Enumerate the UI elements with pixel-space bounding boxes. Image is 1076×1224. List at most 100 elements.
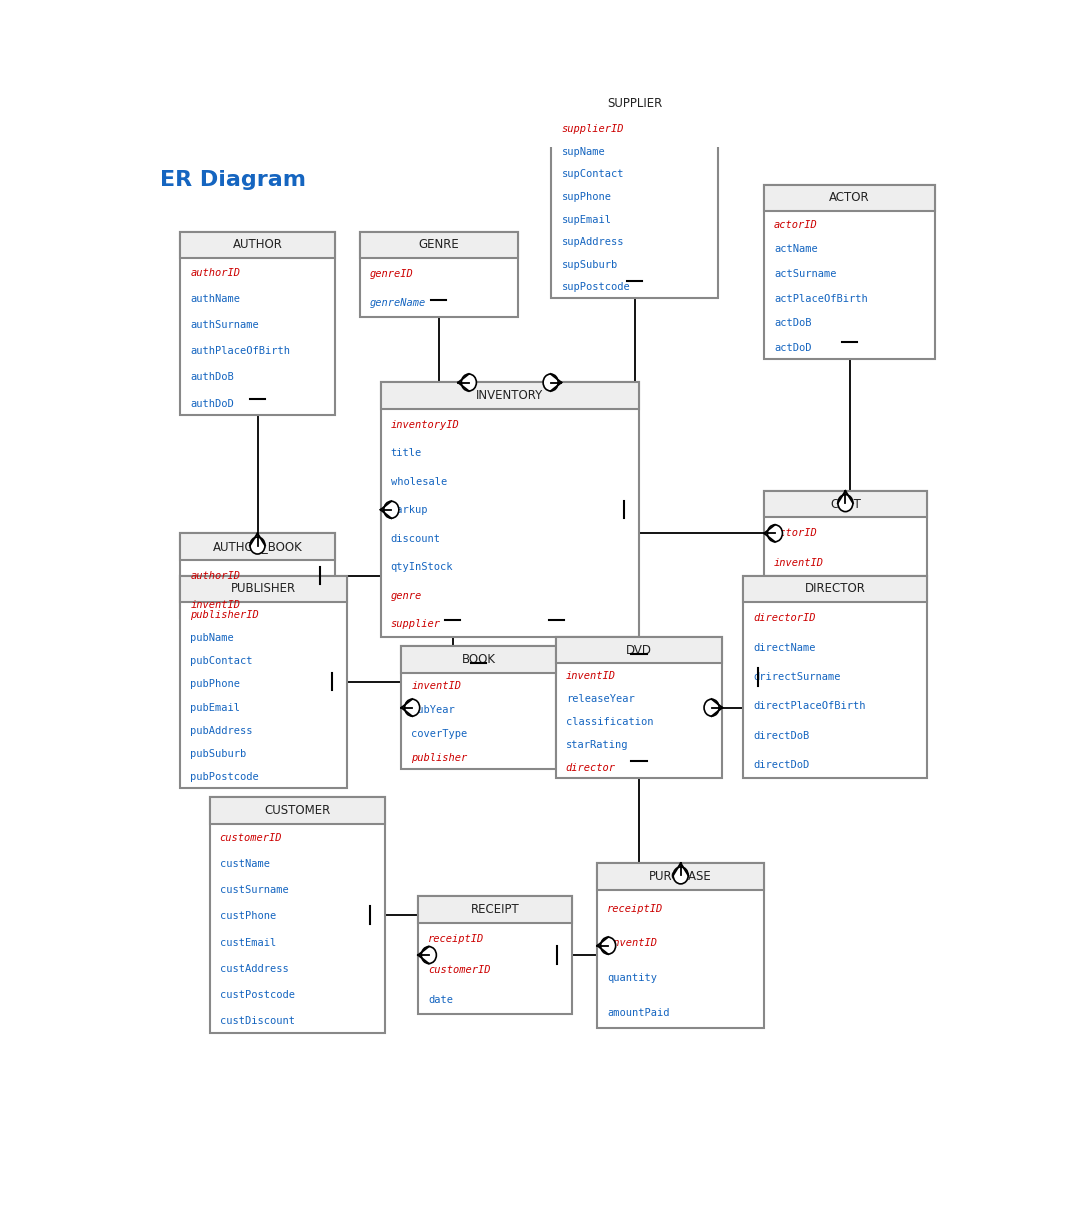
Text: authPlaceOfBirth: authPlaceOfBirth [190, 346, 291, 356]
Bar [555, 636, 722, 663]
Text: amountPaid: amountPaid [607, 1007, 670, 1017]
Text: pubPostcode: pubPostcode [190, 772, 259, 782]
Text: ER Diagram: ER Diagram [159, 170, 306, 191]
Text: PURCHASE: PURCHASE [649, 870, 712, 883]
Bar [181, 231, 335, 258]
Text: actSurname: actSurname [774, 269, 837, 279]
Circle shape [405, 699, 420, 716]
Circle shape [704, 699, 719, 716]
Bar [555, 636, 722, 778]
Text: genreID: genreID [370, 269, 413, 279]
Text: supplierID: supplierID [562, 124, 624, 135]
Text: discount: discount [391, 534, 440, 543]
Text: pubName: pubName [190, 633, 235, 643]
Text: supplier: supplier [391, 619, 440, 629]
Text: directDoB: directDoB [753, 731, 809, 741]
Bar [210, 797, 384, 1033]
Text: authorID: authorID [190, 570, 240, 580]
Text: inventID: inventID [774, 558, 824, 568]
Circle shape [422, 946, 437, 963]
Circle shape [600, 938, 615, 955]
Text: actDoD: actDoD [774, 343, 811, 353]
Text: markup: markup [391, 506, 428, 515]
Text: custEmail: custEmail [220, 938, 275, 947]
Bar [359, 231, 519, 258]
Text: AUTHOR_BOOK: AUTHOR_BOOK [213, 540, 302, 553]
Text: inventoryID: inventoryID [391, 420, 459, 430]
Bar [181, 534, 335, 559]
Text: pubAddress: pubAddress [190, 726, 253, 736]
Text: inventID: inventID [607, 939, 657, 949]
Text: SUPPLIER: SUPPLIER [607, 97, 663, 110]
Text: qtyInStock: qtyInStock [391, 562, 453, 572]
Text: DIRECTOR: DIRECTOR [805, 583, 865, 595]
Text: custName: custName [220, 859, 270, 869]
Text: actorID: actorID [774, 529, 818, 539]
Text: supAddress: supAddress [562, 237, 624, 247]
Text: PUBLISHER: PUBLISHER [231, 583, 296, 595]
Bar [381, 382, 639, 409]
Text: receiptID: receiptID [607, 903, 664, 913]
Text: drirectSurname: drirectSurname [753, 672, 840, 682]
Text: custPostcode: custPostcode [220, 990, 295, 1000]
Text: DVD: DVD [626, 644, 652, 656]
Bar [417, 896, 572, 923]
Text: custAddress: custAddress [220, 963, 288, 974]
Text: GENRE: GENRE [419, 239, 459, 251]
Bar [764, 491, 926, 575]
Circle shape [838, 494, 853, 512]
Bar [552, 91, 719, 116]
Text: pubPhone: pubPhone [190, 679, 240, 689]
Bar [764, 185, 935, 211]
Text: publisher: publisher [411, 753, 468, 763]
Text: inventID: inventID [566, 671, 615, 681]
Text: inventID: inventID [190, 600, 240, 610]
Circle shape [543, 375, 558, 390]
Text: customerID: customerID [220, 834, 282, 843]
Text: publisherID: publisherID [190, 610, 259, 619]
Text: releaseYear: releaseYear [566, 694, 635, 704]
Text: directName: directName [753, 643, 816, 652]
Bar [401, 646, 555, 769]
Bar [764, 185, 935, 359]
Bar [597, 863, 764, 890]
Text: authorID: authorID [190, 268, 240, 278]
Text: genre: genre [391, 591, 422, 601]
Text: inventID: inventID [411, 681, 462, 692]
Text: actName: actName [774, 245, 818, 255]
Text: pubSuburb: pubSuburb [190, 749, 246, 759]
Text: authName: authName [190, 294, 240, 304]
Bar [744, 575, 926, 778]
Text: RECEIPT: RECEIPT [471, 903, 520, 916]
Text: classification: classification [566, 717, 653, 727]
Bar [181, 575, 348, 602]
Text: date: date [428, 995, 453, 1005]
Text: INVENTORY: INVENTORY [476, 389, 543, 403]
Bar [181, 575, 348, 788]
Text: actorID: actorID [774, 219, 818, 230]
Text: authSurname: authSurname [190, 319, 259, 330]
Bar [744, 575, 926, 602]
Text: actPlaceOfBirth: actPlaceOfBirth [774, 294, 868, 304]
Text: custSurname: custSurname [220, 885, 288, 895]
Text: customerID: customerID [428, 965, 491, 974]
Bar [764, 491, 926, 518]
Text: coverType: coverType [411, 730, 468, 739]
Text: authDoD: authDoD [190, 399, 235, 409]
Text: pubContact: pubContact [190, 656, 253, 666]
Text: BOOK: BOOK [462, 654, 495, 666]
Text: supContact: supContact [562, 169, 624, 180]
Text: quantity: quantity [607, 973, 657, 983]
Text: AUTHOR: AUTHOR [232, 239, 282, 251]
Text: receiptID: receiptID [428, 934, 484, 944]
Circle shape [384, 502, 399, 518]
Circle shape [674, 867, 689, 884]
Circle shape [767, 525, 782, 542]
Text: pubYear: pubYear [411, 705, 455, 715]
Bar [597, 863, 764, 1028]
Bar [181, 534, 335, 618]
Text: directPlaceOfBirth: directPlaceOfBirth [753, 701, 866, 711]
Circle shape [250, 537, 265, 554]
Bar [359, 231, 519, 317]
Text: actDoB: actDoB [774, 318, 811, 328]
